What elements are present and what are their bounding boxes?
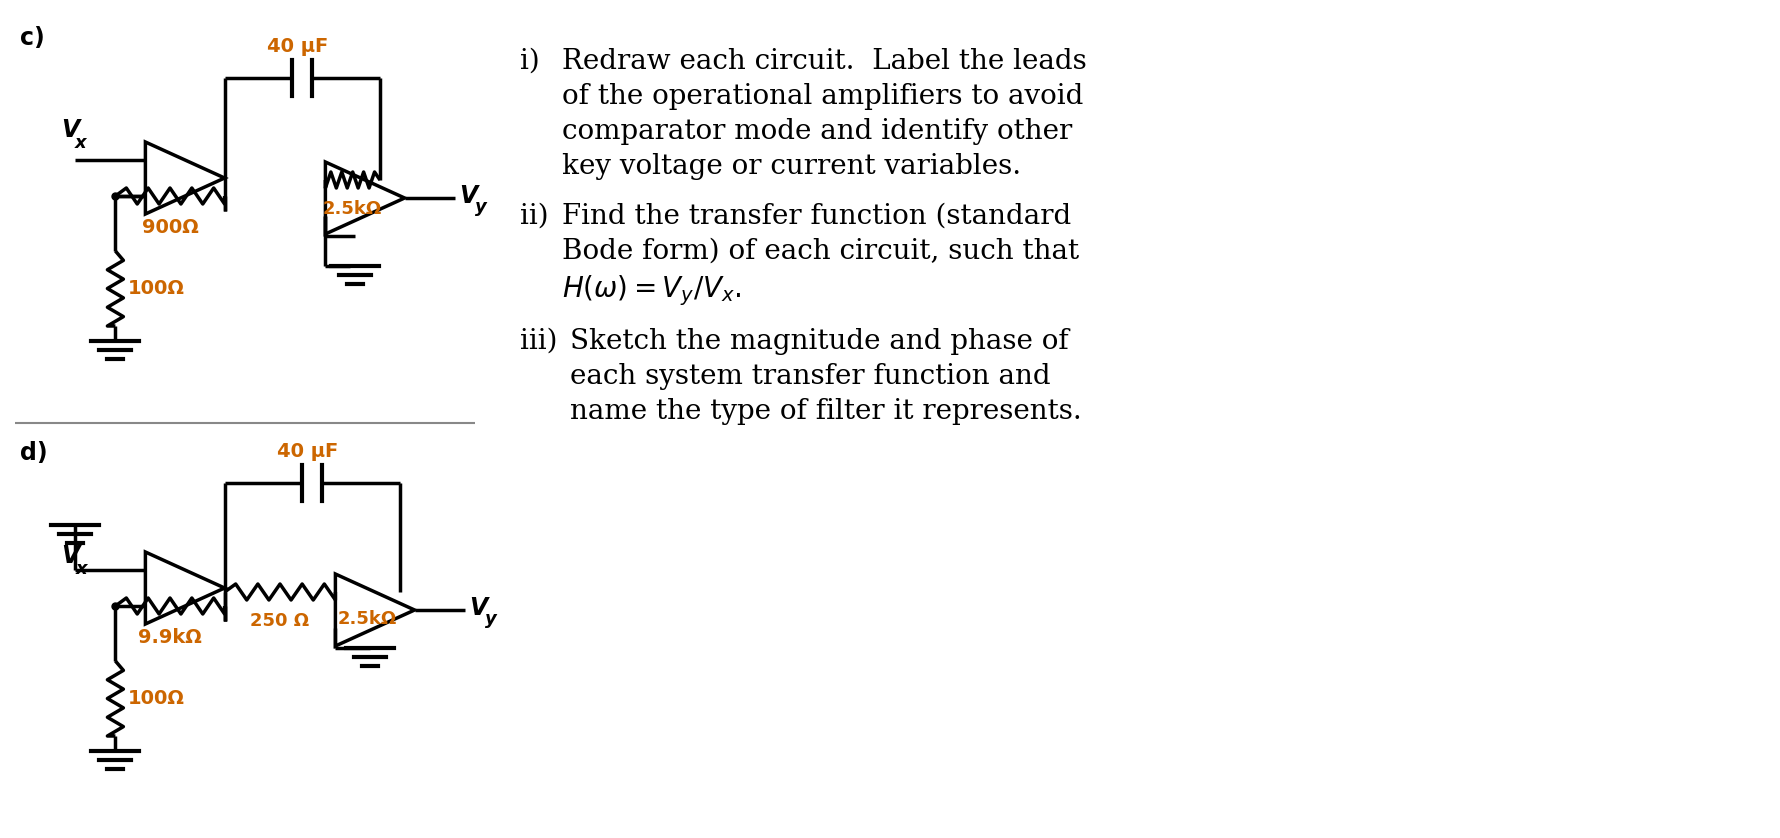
Text: each system transfer function and: each system transfer function and — [570, 363, 1050, 390]
Text: Find the transfer function (standard: Find the transfer function (standard — [562, 203, 1072, 230]
Text: V: V — [459, 184, 477, 208]
Text: 40 μF: 40 μF — [276, 442, 338, 461]
Text: ii): ii) — [520, 203, 548, 230]
Text: 2.5kΩ: 2.5kΩ — [324, 200, 383, 218]
Text: y: y — [475, 198, 486, 216]
Text: $H(\omega) = V_y/V_x.$: $H(\omega) = V_y/V_x.$ — [562, 273, 742, 308]
Text: 100Ω: 100Ω — [128, 689, 185, 708]
Text: 9.9kΩ: 9.9kΩ — [139, 628, 201, 647]
Text: iii): iii) — [520, 328, 557, 355]
Text: 900Ω: 900Ω — [142, 218, 198, 237]
Text: key voltage or current variables.: key voltage or current variables. — [562, 153, 1022, 180]
Text: V: V — [61, 118, 78, 142]
Text: of the operational amplifiers to avoid: of the operational amplifiers to avoid — [562, 83, 1084, 110]
Text: comparator mode and identify other: comparator mode and identify other — [562, 118, 1072, 145]
Text: V: V — [470, 596, 488, 620]
Text: d): d) — [20, 441, 48, 465]
Text: y: y — [484, 610, 497, 628]
Text: x: x — [77, 560, 87, 578]
Text: V: V — [61, 544, 78, 568]
Text: 250 Ω: 250 Ω — [251, 612, 310, 630]
Text: name the type of filter it represents.: name the type of filter it represents. — [570, 398, 1082, 425]
Text: 100Ω: 100Ω — [128, 279, 185, 298]
Text: 2.5kΩ: 2.5kΩ — [338, 610, 397, 628]
Text: i): i) — [520, 48, 539, 75]
Text: Bode form) of each circuit, such that: Bode form) of each circuit, such that — [562, 238, 1079, 265]
Text: 40 μF: 40 μF — [267, 37, 328, 56]
Text: Sketch the magnitude and phase of: Sketch the magnitude and phase of — [570, 328, 1068, 355]
Text: Redraw each circuit.  Label the leads: Redraw each circuit. Label the leads — [562, 48, 1088, 75]
Text: x: x — [75, 134, 87, 152]
Text: c): c) — [20, 26, 44, 50]
